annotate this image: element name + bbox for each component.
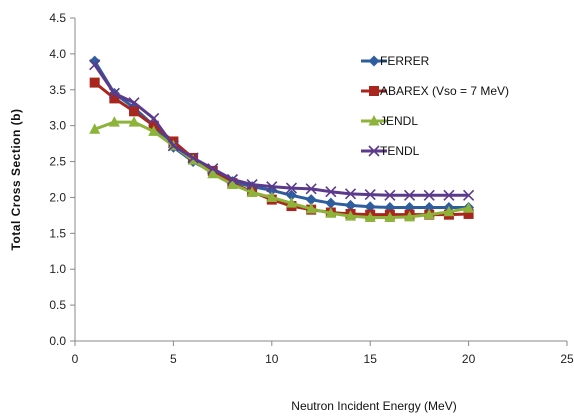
data-point: [463, 202, 475, 213]
data-point: [167, 140, 179, 152]
data-point: [89, 55, 101, 67]
legend-item: TENDL: [361, 144, 420, 158]
data-point: [148, 112, 160, 125]
data-point: [325, 207, 337, 218]
legend-marker: [368, 145, 380, 157]
x-tick-label: 5: [170, 352, 177, 366]
chart-ticks: 0.0 0.5 1.0 1.5 2.0 2.5 3.0 3.5 4.0 4.5 0 5 10 15 20 25: [49, 11, 574, 366]
legend-marker: [368, 55, 380, 67]
data-point: [403, 189, 416, 201]
data-point: [364, 201, 376, 213]
data-point: [325, 197, 337, 209]
data-point: [305, 202, 317, 214]
data-point: [207, 167, 219, 179]
data-point: [443, 189, 455, 201]
y-tick-label: 1.0: [49, 262, 66, 276]
legend-item: JENDL: [361, 114, 418, 128]
y-axis-title: Total Cross Section (b): [9, 109, 23, 251]
legend-label: FERRER: [380, 54, 430, 68]
data-point: [285, 189, 297, 201]
x-tick-label: 25: [560, 352, 574, 366]
legend-marker: [369, 86, 379, 96]
y-tick-label: 4.5: [49, 11, 66, 25]
legend-item: ABAREX (Vso = 7 MeV): [361, 84, 509, 98]
legend-marker: [368, 115, 380, 126]
data-point: [404, 210, 416, 222]
data-point: [187, 152, 199, 164]
data-point: [89, 123, 101, 134]
data-point: [246, 178, 258, 191]
data-point: [108, 87, 120, 99]
data-point: [226, 178, 238, 190]
data-point: [423, 208, 435, 220]
legend-label: JENDL: [380, 114, 418, 128]
y-tick-label: 1.5: [49, 226, 66, 240]
y-tick-label: 3.5: [49, 83, 66, 97]
data-point: [364, 211, 376, 223]
data-point: [345, 199, 357, 211]
x-tick-label: 10: [265, 352, 279, 366]
legend-label: ABAREX (Vso = 7 MeV): [380, 84, 509, 98]
series-line: [93, 63, 469, 197]
x-tick-label: 0: [72, 352, 79, 366]
data-point: [384, 189, 396, 201]
series-diamond: [89, 55, 475, 213]
data-point: [128, 116, 140, 127]
data-point: [128, 97, 140, 109]
data-point: [129, 106, 140, 117]
x-tick-label: 20: [462, 352, 476, 366]
data-point: [384, 211, 396, 223]
data-point: [305, 194, 317, 206]
data-point: [423, 189, 435, 201]
data-point: [285, 182, 298, 194]
y-tick-label: 3.0: [49, 119, 66, 133]
data-point: [305, 183, 317, 195]
data-point: [344, 188, 357, 200]
chart-axes: [74, 18, 567, 342]
y-tick-label: 4.0: [49, 47, 66, 61]
data-point: [285, 197, 297, 208]
legend-label: TENDL: [380, 144, 420, 158]
x-tick-label: 15: [364, 352, 378, 366]
data-point: [463, 208, 474, 219]
data-point: [364, 189, 376, 201]
data-point: [325, 186, 337, 198]
legend-item: FERRER: [361, 54, 430, 68]
data-point: [266, 191, 278, 202]
chart-legend: FERRER ABAREX (Vso = 7 MeV) JENDL TENDL: [361, 54, 509, 158]
data-point: [89, 77, 100, 88]
data-point: [207, 163, 219, 175]
data-point: [443, 205, 455, 217]
data-point: [89, 59, 101, 71]
x-axis-title: Neutron Incident Energy (MeV): [291, 399, 456, 413]
y-tick-label: 0.5: [49, 298, 66, 312]
data-point: [345, 210, 357, 221]
data-point: [266, 181, 278, 193]
y-tick-label: 0.0: [49, 334, 66, 348]
series-x: [89, 59, 475, 201]
chart-series: [89, 55, 475, 223]
data-point: [148, 125, 160, 136]
data-point: [463, 189, 475, 201]
data-point: [108, 116, 120, 127]
data-point: [246, 186, 258, 197]
y-tick-label: 2.0: [49, 190, 66, 204]
data-point: [226, 173, 239, 186]
data-point: [109, 93, 120, 104]
y-tick-label: 2.5: [49, 155, 66, 169]
